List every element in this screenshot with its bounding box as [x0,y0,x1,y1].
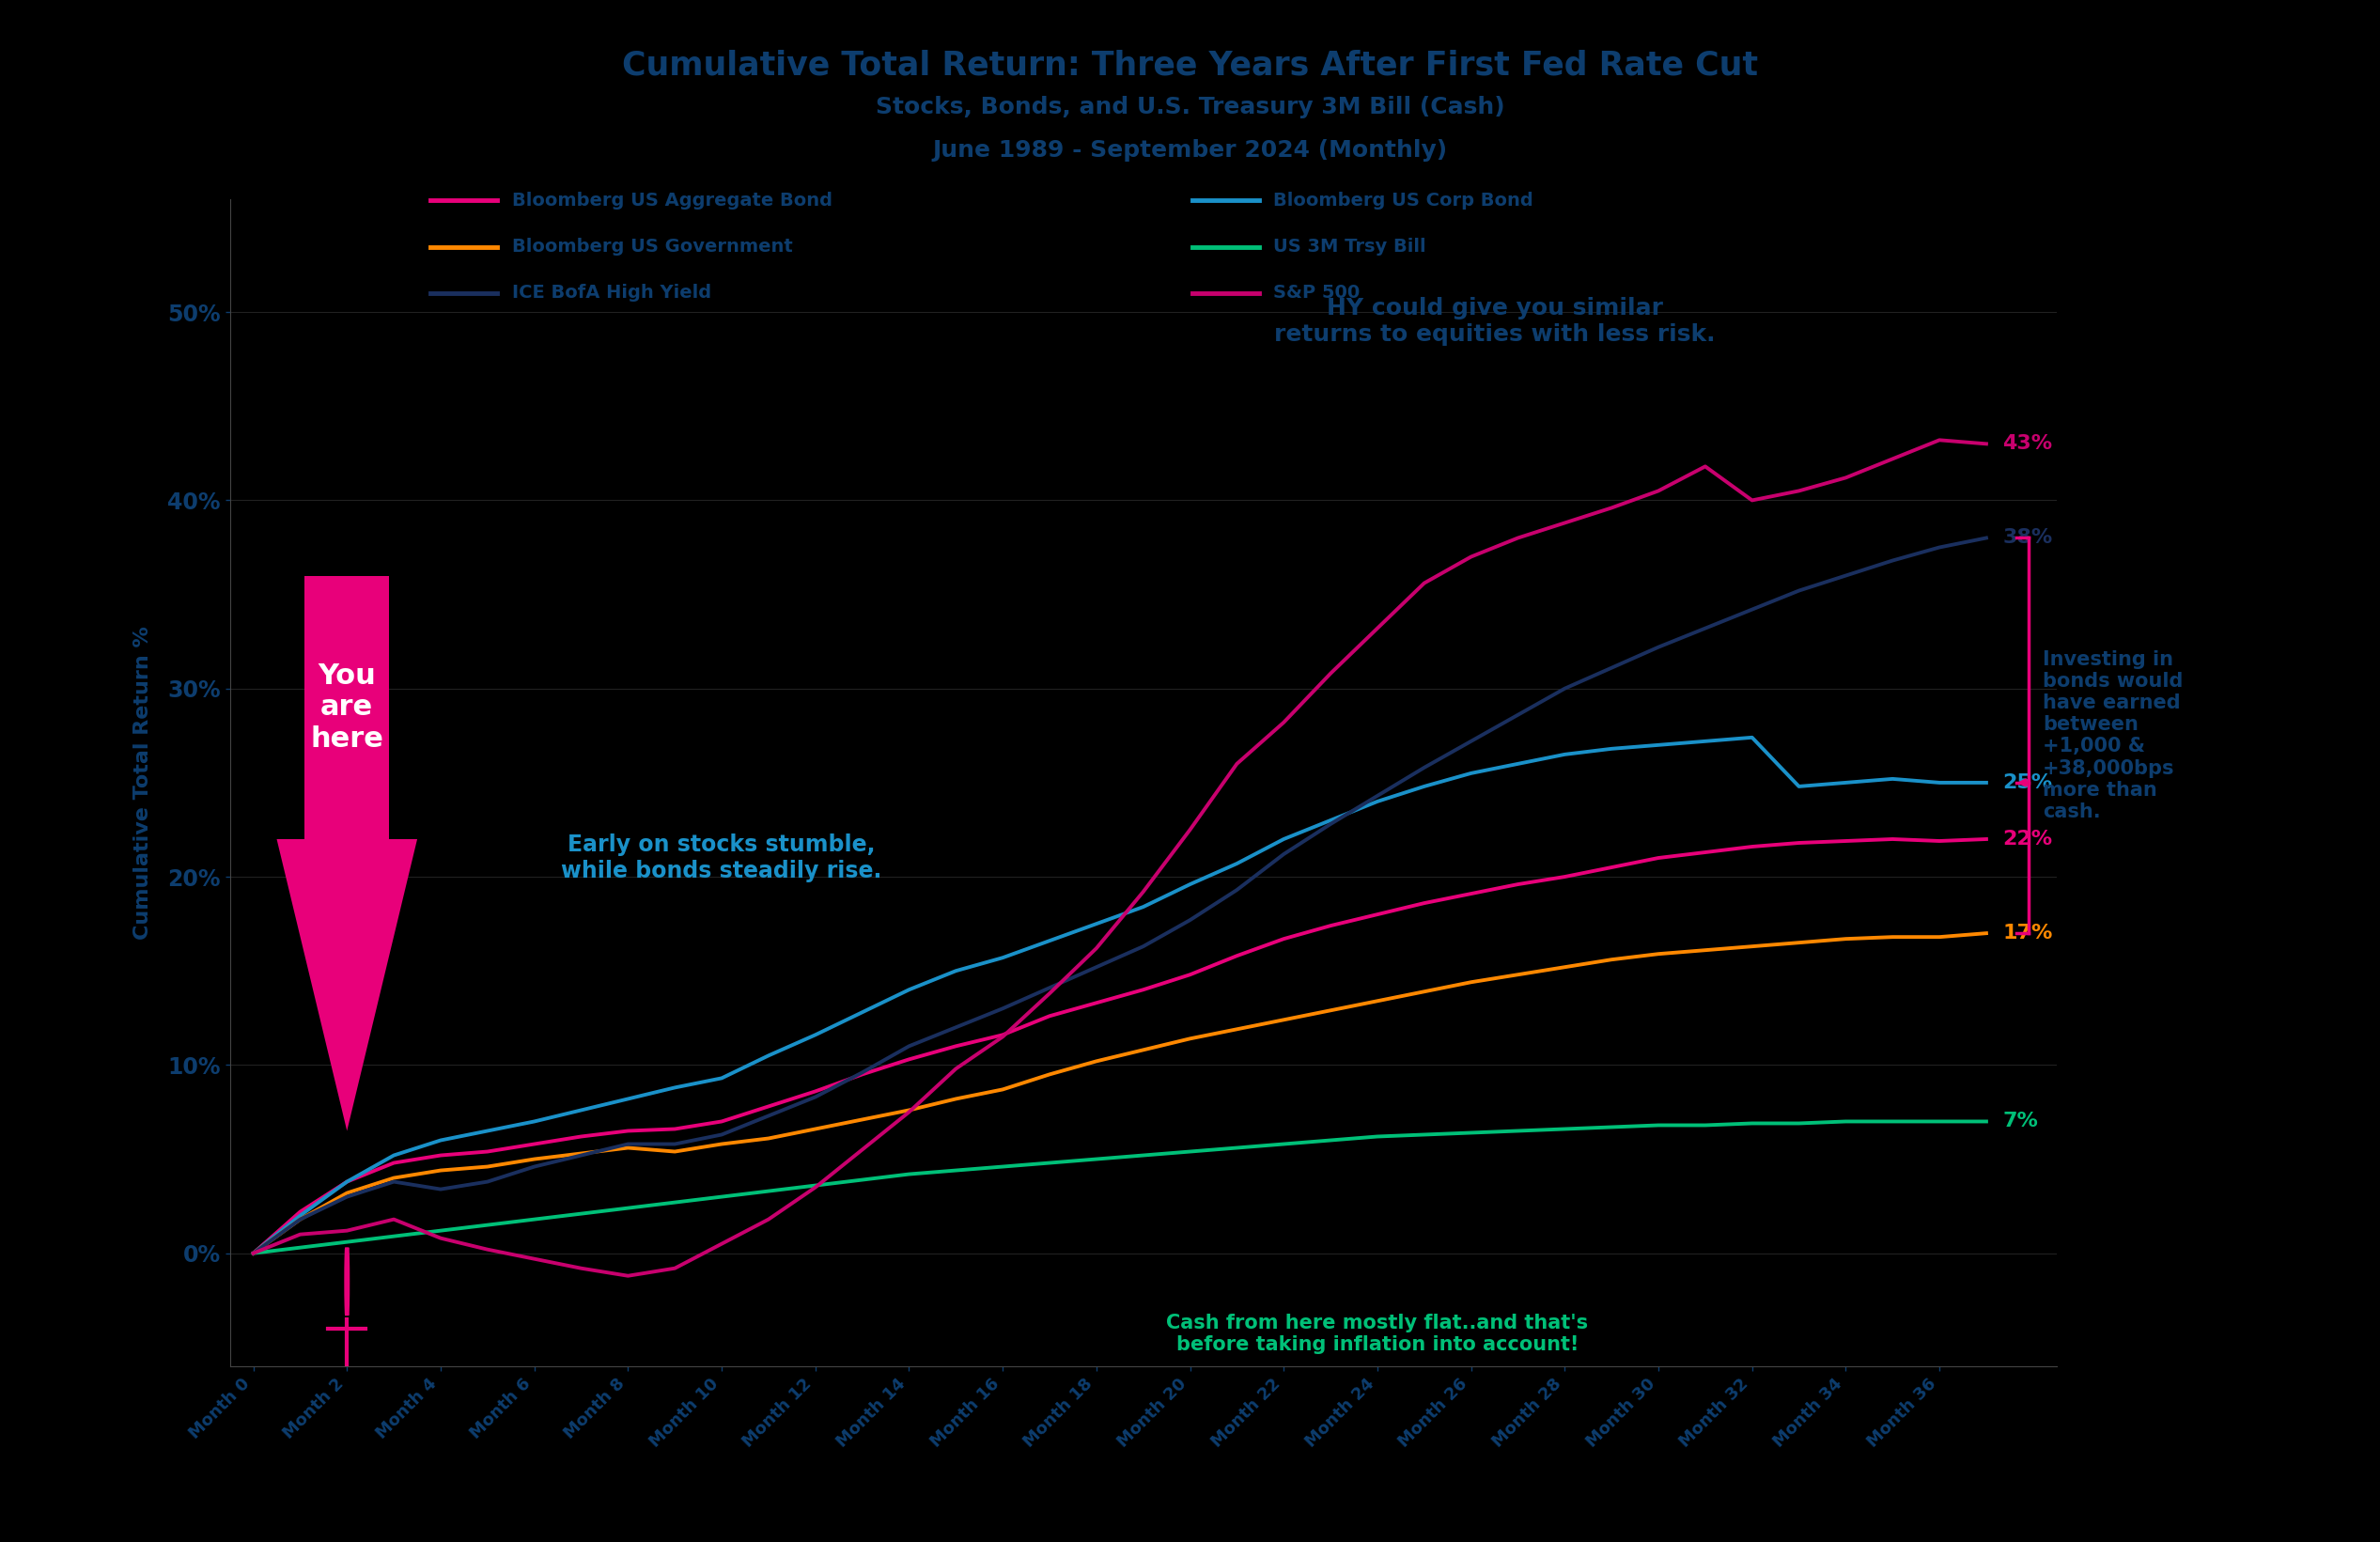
Text: Bloomberg US Aggregate Bond: Bloomberg US Aggregate Bond [512,191,833,210]
Text: Bloomberg US Corp Bond: Bloomberg US Corp Bond [1273,191,1533,210]
Text: 38%: 38% [2002,529,2052,547]
Text: 25%: 25% [2002,773,2052,793]
Text: US 3M Trsy Bill: US 3M Trsy Bill [1273,237,1426,256]
Text: S&P 500: S&P 500 [1273,284,1359,302]
Text: Early on stocks stumble,
while bonds steadily rise.: Early on stocks stumble, while bonds ste… [562,834,883,882]
Text: 22%: 22% [2002,830,2052,848]
Text: Cash from here mostly flat..and that's
before taking inflation into account!: Cash from here mostly flat..and that's b… [1166,1314,1587,1354]
Text: June 1989 - September 2024 (Monthly): June 1989 - September 2024 (Monthly) [933,139,1447,162]
Y-axis label: Cumulative Total Return %: Cumulative Total Return % [133,626,152,939]
Text: 43%: 43% [2002,435,2052,453]
Text: Bloomberg US Government: Bloomberg US Government [512,237,793,256]
Text: HY could give you similar
returns to equities with less risk.: HY could give you similar returns to equ… [1273,298,1716,345]
Text: 7%: 7% [2002,1112,2037,1130]
Text: Stocks, Bonds, and U.S. Treasury 3M Bill (Cash): Stocks, Bonds, and U.S. Treasury 3M Bill… [876,96,1504,119]
Text: You
are
here: You are here [309,662,383,752]
Text: Investing in
bonds would
have earned
between
+1,000 &
+38,000bps
more than
cash.: Investing in bonds would have earned bet… [2042,649,2182,822]
Text: Cumulative Total Return: Three Years After First Fed Rate Cut: Cumulative Total Return: Three Years Aft… [621,49,1759,82]
FancyBboxPatch shape [305,575,388,839]
Text: ICE BofA High Yield: ICE BofA High Yield [512,284,712,302]
Polygon shape [276,839,416,1130]
Text: 17%: 17% [2002,924,2054,942]
